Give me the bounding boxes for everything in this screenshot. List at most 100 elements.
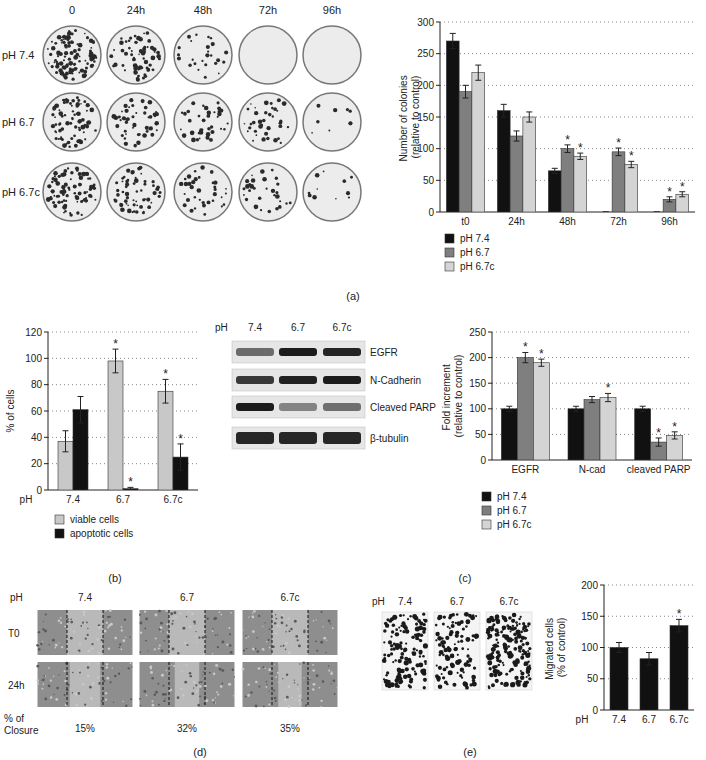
speckle <box>217 634 218 635</box>
error-cap <box>616 642 622 643</box>
speckle <box>173 611 176 614</box>
speckle <box>281 616 283 618</box>
speckle <box>278 681 279 682</box>
error-cap <box>676 631 682 632</box>
migrated-cell <box>397 667 401 671</box>
colony <box>214 62 217 65</box>
significance: * <box>113 337 118 351</box>
error-bar <box>506 406 512 411</box>
colony <box>223 128 225 130</box>
colony <box>186 198 190 202</box>
colony <box>139 205 143 209</box>
speckle <box>294 680 295 681</box>
colony <box>158 57 161 60</box>
colony <box>278 124 282 128</box>
migrated-cell <box>394 682 398 686</box>
colony <box>86 191 88 193</box>
speckle <box>245 635 247 637</box>
speckle <box>83 622 85 624</box>
speckle <box>64 680 66 682</box>
error-cap <box>63 430 69 431</box>
migrated-cell <box>491 627 495 631</box>
scratch-edge <box>272 662 273 707</box>
speckle <box>121 629 123 631</box>
colony <box>250 103 252 105</box>
plate-dish <box>303 163 361 221</box>
speckle <box>150 671 153 674</box>
plate-dish <box>43 93 101 151</box>
colony <box>122 181 124 183</box>
x-label: pH <box>576 714 589 725</box>
legend-swatch <box>445 262 454 271</box>
colony <box>55 64 59 68</box>
speckle <box>125 704 127 706</box>
error-cap <box>603 212 609 213</box>
colony <box>133 66 137 70</box>
migrated-cell <box>400 624 403 627</box>
speckle <box>36 679 39 682</box>
speckle <box>303 677 304 678</box>
migrated-cell <box>465 625 468 628</box>
tick <box>600 647 604 648</box>
migrated-cell <box>437 636 442 641</box>
error-cap <box>463 98 469 99</box>
migrated-cell <box>489 667 492 670</box>
colony <box>323 171 325 173</box>
speckle <box>242 629 243 630</box>
speckle <box>333 679 336 682</box>
bar <box>612 152 625 212</box>
y-label-line: Migrated cells <box>544 615 555 679</box>
colony <box>131 50 133 52</box>
error-cap <box>450 48 456 49</box>
colony <box>346 108 349 111</box>
error-cap <box>552 168 558 169</box>
migrated-cell <box>463 671 465 673</box>
migrated-cell <box>468 614 472 618</box>
colony <box>136 141 140 145</box>
colony <box>64 210 67 213</box>
migrated-cell <box>445 636 449 640</box>
colony <box>207 200 211 204</box>
colony <box>218 73 220 75</box>
plate <box>43 26 101 84</box>
category-label: 96h <box>661 216 678 227</box>
speckle <box>213 702 215 704</box>
speckle <box>154 648 156 650</box>
colony <box>92 54 96 58</box>
speckle <box>78 649 81 652</box>
colony <box>59 138 61 140</box>
colony <box>56 61 58 63</box>
category-label: 6.7 <box>642 714 656 725</box>
colony <box>81 214 83 216</box>
speckle <box>294 699 295 700</box>
band-label: Cleaved PARP <box>370 402 436 413</box>
speckle <box>86 621 88 623</box>
error-cap <box>654 212 660 213</box>
colony <box>56 61 58 63</box>
colony <box>251 175 253 177</box>
error-line <box>65 431 66 452</box>
significance: * <box>523 340 528 354</box>
scratch-image <box>242 609 337 655</box>
scratch-image <box>139 662 235 707</box>
colony <box>148 129 150 131</box>
colony <box>224 50 228 54</box>
speckle <box>87 650 90 653</box>
speckle <box>151 700 153 702</box>
colony <box>86 103 90 107</box>
scratch-gap <box>70 662 101 707</box>
colony <box>183 203 187 207</box>
speckle <box>277 624 279 626</box>
speckle <box>45 613 47 615</box>
error-cap <box>128 490 134 491</box>
migrated-cell <box>473 666 476 669</box>
tick-label: 40 <box>31 432 43 443</box>
bar <box>610 648 628 711</box>
migrated-cell <box>462 627 465 630</box>
scratch-bg <box>140 610 235 655</box>
colony <box>114 199 118 203</box>
colony <box>248 126 251 129</box>
colony <box>51 46 55 50</box>
migrated-cell <box>400 652 404 656</box>
migrated-cell <box>472 639 475 642</box>
